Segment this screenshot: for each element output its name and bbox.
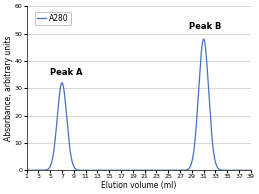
A280 [66, 123, 69, 125]
A280 [202, 38, 205, 40]
A280 [111, 169, 114, 171]
A280 [249, 169, 252, 171]
Y-axis label: Absorbance, arbitrary units: Absorbance, arbitrary units [4, 36, 13, 141]
Text: Peak A: Peak A [50, 68, 83, 77]
Legend: A280: A280 [35, 12, 70, 25]
A280 [129, 169, 132, 171]
A280 [192, 149, 196, 151]
Line: A280: A280 [27, 39, 251, 170]
A280 [210, 125, 213, 127]
A280 [25, 169, 28, 171]
X-axis label: Elution volume (ml): Elution volume (ml) [101, 181, 176, 190]
Text: Peak B: Peak B [189, 22, 221, 31]
A280 [160, 169, 163, 171]
A280 [171, 169, 174, 171]
